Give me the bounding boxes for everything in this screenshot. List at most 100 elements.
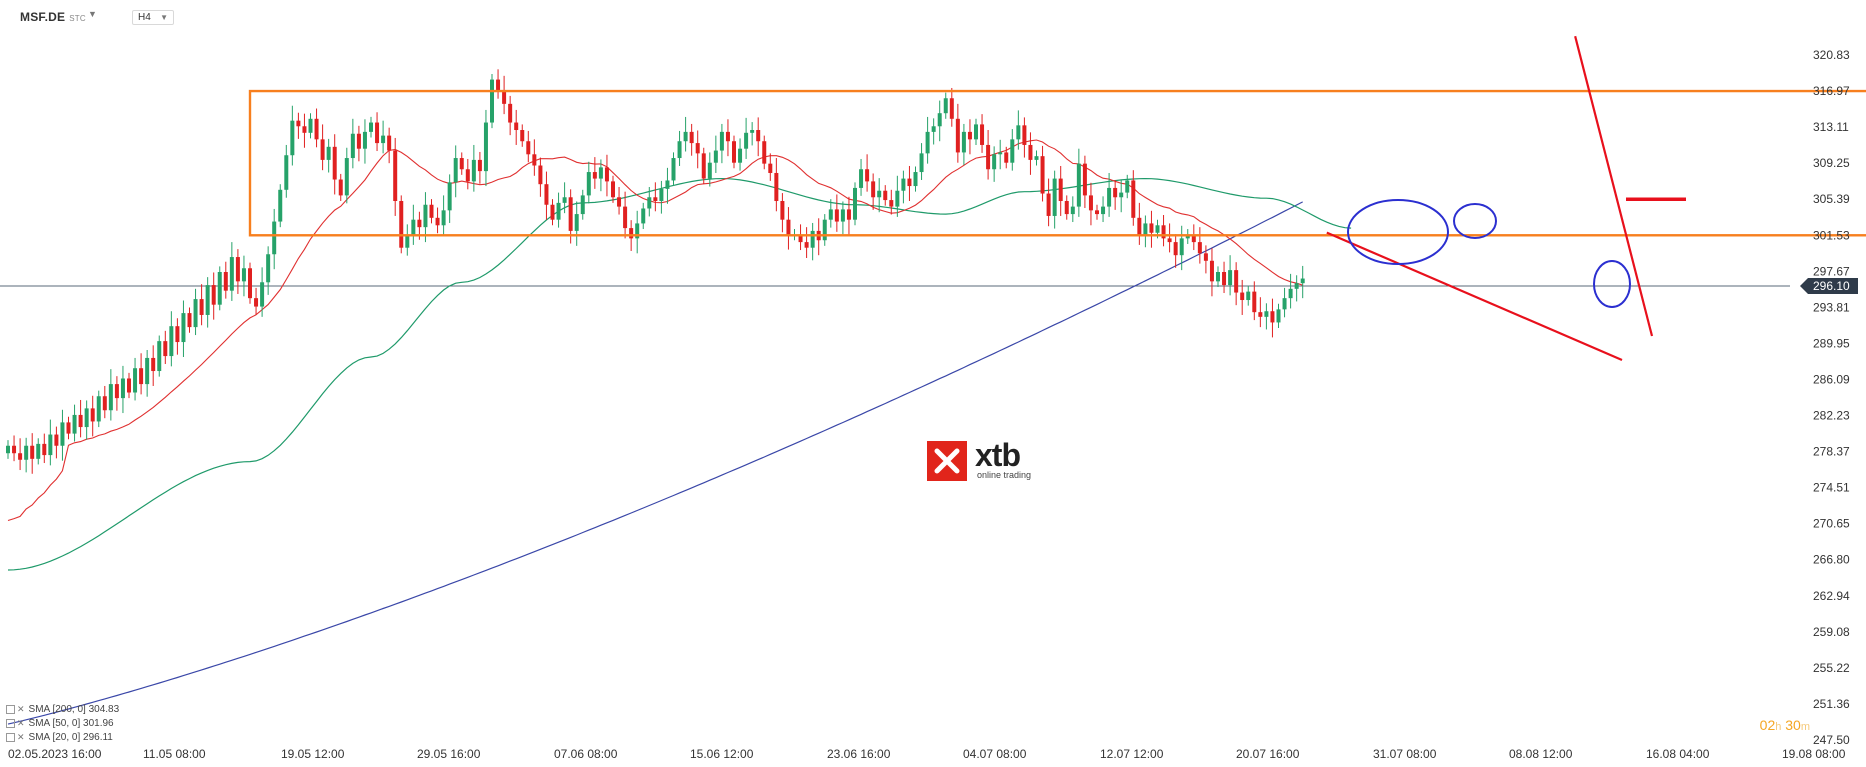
- candle-body: [967, 131, 972, 140]
- candle-body: [296, 120, 301, 127]
- x-axis-tick-label: 19.08 08:00: [1782, 747, 1846, 761]
- candle-body: [18, 453, 23, 460]
- legend-sma50[interactable]: ✕ SMA [50, 0] 301.96: [6, 718, 114, 729]
- candle-body: [1113, 187, 1118, 198]
- y-axis-tick-label: 305.39: [1813, 192, 1850, 206]
- candle-body: [181, 313, 186, 343]
- candle-body: [453, 158, 458, 183]
- remove-indicator-icon[interactable]: ✕: [17, 704, 25, 714]
- x-axis-tick-label: 20.07 16:00: [1236, 747, 1300, 761]
- candle-body: [1095, 210, 1099, 215]
- candle-body: [369, 122, 373, 132]
- candle-body: [1046, 193, 1051, 216]
- candle-body: [326, 146, 331, 160]
- symbol-label[interactable]: MSF.DE STC: [20, 10, 86, 24]
- candle-body: [459, 158, 464, 170]
- y-axis-tick-label: 270.65: [1813, 517, 1850, 531]
- y-axis-tick-label: 247.50: [1813, 733, 1850, 747]
- y-axis-tick-label: 251.36: [1813, 697, 1850, 711]
- timeframe-select[interactable]: H4 ▼: [132, 10, 174, 25]
- candle-body: [54, 434, 59, 446]
- candle-body: [919, 153, 924, 173]
- candle-body: [732, 141, 736, 163]
- candle-body: [417, 219, 422, 228]
- indicator-settings-icon[interactable]: [6, 719, 15, 728]
- candle-body: [332, 146, 337, 180]
- candle-body: [375, 122, 380, 144]
- candle-body: [1240, 292, 1245, 301]
- candle-body: [520, 130, 525, 142]
- candle-body: [272, 221, 277, 255]
- candle-body: [508, 103, 513, 123]
- x-axis-tick-label: 15.06 12:00: [690, 747, 754, 761]
- candle-body: [756, 130, 761, 142]
- candle-body: [1197, 242, 1202, 254]
- candle-body: [1216, 271, 1220, 282]
- candle-body: [72, 414, 77, 434]
- timeframe-value: H4: [138, 12, 151, 23]
- candle-body: [1228, 270, 1233, 286]
- candle-body: [683, 131, 688, 142]
- x-axis-tick-label: 04.07 08:00: [963, 747, 1027, 761]
- candle-body: [290, 120, 295, 156]
- candle-body: [241, 268, 246, 282]
- remove-indicator-icon[interactable]: ✕: [17, 732, 25, 742]
- remove-indicator-icon[interactable]: ✕: [17, 718, 25, 728]
- legend-sma20[interactable]: ✕ SMA [20, 0] 296.11: [6, 732, 113, 743]
- candle-body: [157, 341, 162, 372]
- candle-body: [108, 384, 113, 411]
- candle-body: [48, 434, 53, 456]
- y-axis-tick-label: 297.67: [1813, 264, 1850, 278]
- candle-body: [223, 271, 228, 291]
- y-axis-tick-label: 316.97: [1813, 84, 1850, 98]
- candle-body: [538, 165, 543, 185]
- indicator-settings-icon[interactable]: [6, 733, 15, 742]
- channel-lower-trendline: [1326, 231, 1623, 362]
- candle-body: [556, 202, 561, 220]
- candle-body: [1191, 234, 1196, 243]
- candle-body: [193, 299, 198, 328]
- candle-body: [1264, 311, 1269, 317]
- candle-body: [1004, 152, 1009, 163]
- candle-body: [6, 445, 10, 454]
- candle-body: [405, 234, 410, 248]
- candle-body: [834, 209, 839, 222]
- candle-body: [550, 204, 555, 220]
- candle-body: [477, 159, 482, 172]
- candle-body: [1282, 298, 1287, 310]
- candle-body: [1040, 156, 1045, 194]
- candle-body: [1088, 195, 1093, 211]
- candle-body: [1252, 291, 1257, 313]
- x-axis-tick-label: 31.07 08:00: [1373, 747, 1437, 761]
- candle-body: [441, 210, 446, 226]
- candle-body: [42, 443, 47, 456]
- symbol-dropdown-chevron-icon[interactable]: ▼: [88, 9, 97, 19]
- candle-body: [677, 141, 682, 159]
- candle-body: [1028, 144, 1033, 160]
- candle-body: [1258, 312, 1263, 317]
- highlight-circle: [1593, 260, 1631, 308]
- candle-body: [1064, 201, 1069, 215]
- candle-body: [248, 268, 252, 299]
- candle-body: [713, 150, 718, 163]
- candle-body: [750, 130, 755, 133]
- legend-sma200[interactable]: ✕ SMA [200, 0] 304.83: [6, 704, 119, 715]
- candle-body: [937, 113, 942, 127]
- logo-tagline: online trading: [977, 470, 1032, 480]
- timer-minutes: 30: [1785, 717, 1801, 733]
- candle-body: [961, 131, 966, 153]
- indicator-settings-icon[interactable]: [6, 705, 15, 714]
- candle-body: [96, 396, 101, 422]
- x-axis-tick-label: 08.08 12:00: [1509, 747, 1573, 761]
- timer-hours: 02: [1759, 717, 1776, 733]
- highlight-circle: [1453, 203, 1497, 239]
- candle-body: [774, 172, 779, 202]
- candle-body: [943, 98, 948, 114]
- candle-body: [568, 197, 573, 231]
- candle-body: [1143, 223, 1148, 235]
- candle-body: [719, 131, 724, 151]
- candle-body: [1058, 178, 1063, 202]
- candle-body: [695, 143, 700, 154]
- candle-body: [356, 133, 361, 149]
